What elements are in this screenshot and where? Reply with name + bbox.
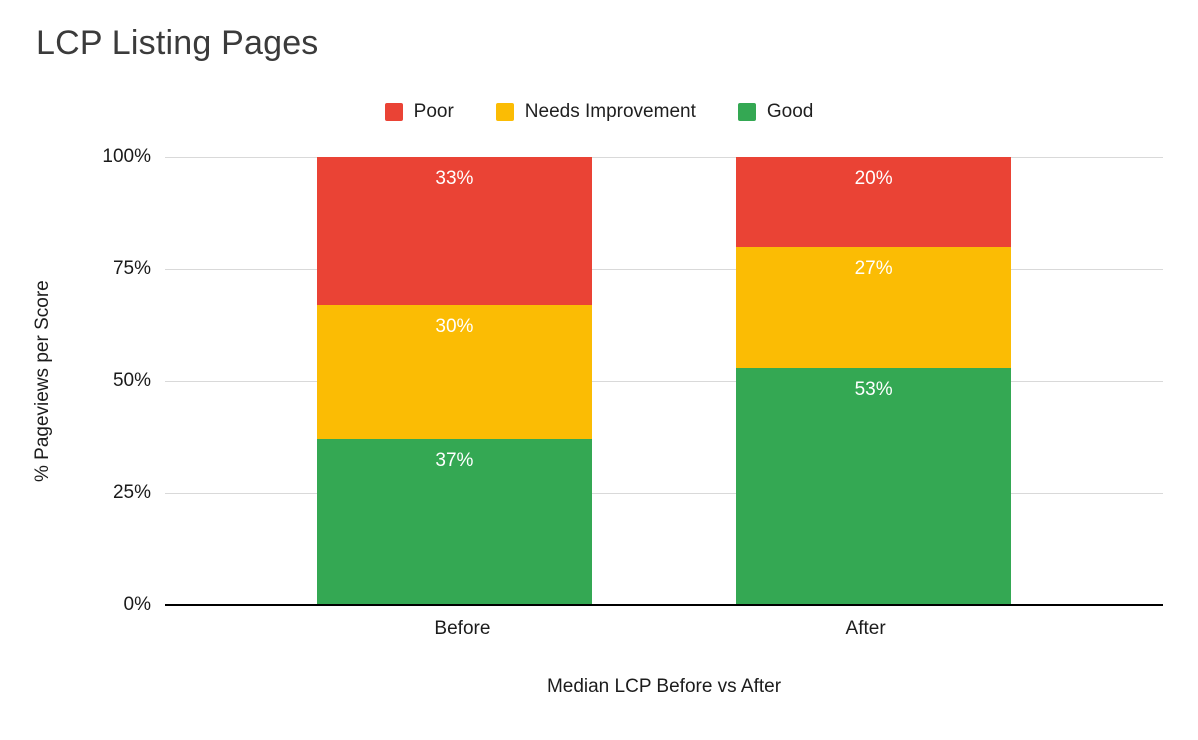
x-category-label: After: [845, 618, 886, 639]
legend-label-good: Good: [766, 101, 814, 122]
x-axis-title: Median LCP Before vs After: [546, 676, 782, 697]
grid-layer: [165, 157, 1163, 605]
chart-title: LCP Listing Pages: [36, 24, 319, 62]
y-tick-label: 0%: [123, 594, 151, 615]
bars-row: 33% 30% 37% 20% 27% 53%: [165, 157, 1163, 605]
stacked-bar: 20% 27% 53%: [736, 157, 1012, 605]
legend-item-good: Good: [737, 101, 814, 123]
segment-value-label: 53%: [854, 378, 893, 400]
bar-cell: 20% 27% 53%: [664, 157, 1083, 605]
x-category-label: Before: [434, 618, 491, 639]
segment-value-label: 30%: [435, 315, 474, 337]
segment-value-label: 27%: [854, 257, 893, 279]
bar-segment-poor: 20%: [736, 157, 1012, 247]
gridline: [165, 493, 1163, 494]
y-tick-label: 50%: [112, 370, 151, 391]
segment-value-label: 20%: [854, 168, 893, 189]
stacked-bar: 33% 30% 37%: [316, 157, 592, 605]
gridline: [165, 269, 1163, 270]
segment-value-label: 33%: [435, 168, 474, 189]
legend-label-poor: Poor: [413, 101, 454, 122]
gridline: [165, 381, 1163, 382]
bar-segment-good: 37%: [316, 439, 592, 605]
x-category-labels: Before After: [165, 618, 1163, 640]
segment-value-label: 37%: [435, 450, 474, 472]
legend-label-needs-improvement: Needs Improvement: [524, 101, 696, 122]
y-axis-title: % Pageviews per Score: [32, 280, 53, 482]
y-tick-label: 25%: [112, 482, 151, 503]
legend-item-poor: Poor: [384, 101, 454, 123]
plot-area: 33% 30% 37% 20% 27% 53% 0% 25% 50% 75% 100%: [102, 146, 1163, 615]
legend-swatch-poor-icon: [384, 103, 403, 121]
gridline: [165, 157, 1163, 158]
bar-segment-needs-improvement: 27%: [736, 246, 1012, 368]
x-axis-line: [165, 604, 1163, 606]
tick-layer: 0% 25% 50% 75% 100%: [102, 146, 1163, 615]
legend-item-needs-improvement: Needs Improvement: [495, 101, 696, 123]
bar-segment-good: 53%: [736, 367, 1012, 605]
legend-swatch-needs-improvement-icon: [495, 103, 514, 121]
bar-segment-needs-improvement: 30%: [316, 304, 592, 440]
y-tick-label: 100%: [102, 146, 151, 167]
y-tick-label: 75%: [112, 258, 151, 279]
bar-cell: 33% 30% 37%: [245, 157, 664, 605]
legend-swatch-good-icon: [737, 103, 756, 121]
bar-segment-poor: 33%: [316, 157, 592, 305]
legend: Poor Needs Improvement Good: [0, 101, 1198, 123]
